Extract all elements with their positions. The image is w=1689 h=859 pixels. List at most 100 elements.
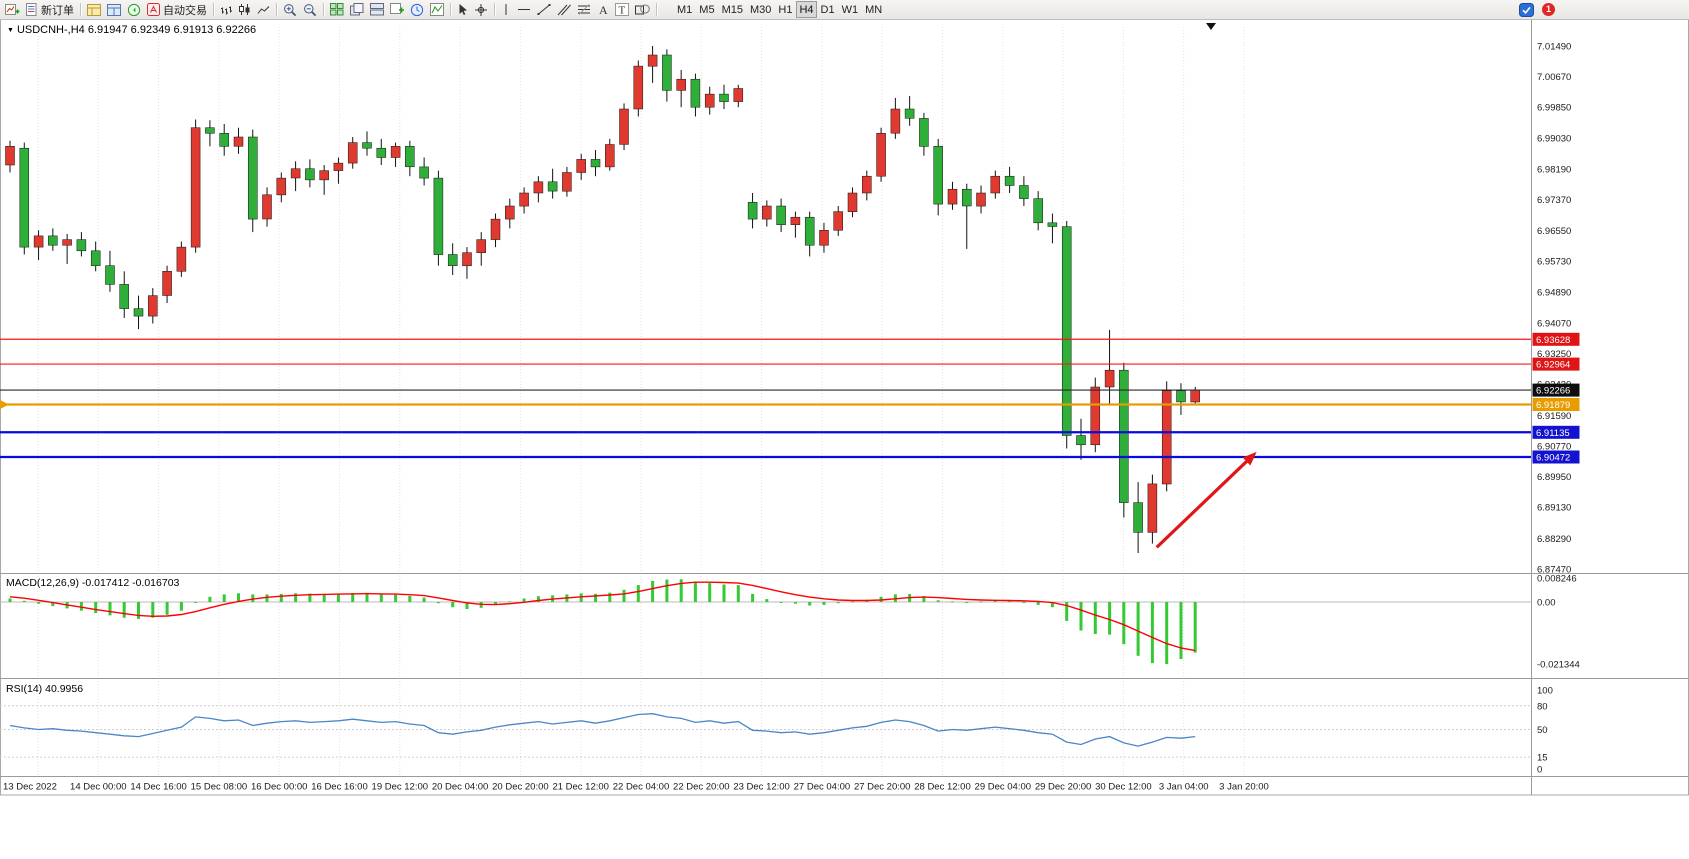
timeframe-m15[interactable]: M15 xyxy=(719,1,746,18)
svg-text:6.94070: 6.94070 xyxy=(1537,318,1571,329)
line-chart-button[interactable] xyxy=(254,1,273,18)
add-chart-icon xyxy=(390,3,404,14)
window-menu-icon[interactable]: ▼ xyxy=(7,27,14,34)
price-axis: 7.01490 7.00670 6.99850 6.99030 6.98190 6.973… xyxy=(1537,42,1571,576)
notification-badge[interactable]: 1 xyxy=(1542,3,1555,16)
svg-text:3 Jan 04:00: 3 Jan 04:00 xyxy=(1159,782,1209,793)
autotrading-button[interactable]: 自动交易 xyxy=(144,1,210,18)
svg-text:29 Dec 20:00: 29 Dec 20:00 xyxy=(1035,782,1092,793)
trendline-button[interactable] xyxy=(534,1,554,18)
alerts-icon xyxy=(1519,2,1534,17)
text-button[interactable]: A xyxy=(594,1,612,18)
new-order-icon xyxy=(26,3,37,16)
toolbar-right-group: 1 xyxy=(1516,1,1555,18)
tile-windows-icon xyxy=(330,3,344,16)
zoom-out-button[interactable] xyxy=(300,1,320,18)
chart-header: ▼ USDCNH-,H4 6.91947 6.92349 6.91913 6.92… xyxy=(7,24,256,36)
chart-window-frame xyxy=(0,19,1689,796)
rsi-level-lines xyxy=(0,705,1531,758)
channel-button[interactable] xyxy=(554,1,574,18)
svg-text:80: 80 xyxy=(1537,701,1548,712)
arrange-windows-icon xyxy=(370,3,384,16)
svg-text:7.01490: 7.01490 xyxy=(1537,42,1571,53)
new-chart-icon xyxy=(5,4,20,15)
alerts-button[interactable] xyxy=(1516,1,1537,18)
toolbar-separator xyxy=(323,3,324,16)
svg-text:22 Dec 04:00: 22 Dec 04:00 xyxy=(613,782,670,793)
bar-chart-button[interactable] xyxy=(217,1,235,18)
toolbar-separator xyxy=(494,3,495,16)
timeframe-h1[interactable]: H1 xyxy=(775,1,795,18)
shapes-button[interactable] xyxy=(632,1,653,18)
timeframe-m1[interactable]: M1 xyxy=(674,1,695,18)
macd-title: MACD(12,26,9) xyxy=(6,577,79,589)
new-order-label: 新订单 xyxy=(41,4,74,17)
svg-text:20 Dec 04:00: 20 Dec 04:00 xyxy=(432,782,489,793)
cascade-windows-button[interactable] xyxy=(347,1,367,18)
timeframe-m30[interactable]: M30 xyxy=(747,1,774,18)
timeframe-d1[interactable]: D1 xyxy=(818,1,838,18)
timeframe-group: M1 M5 M15 M30 H1 H4 D1 W1 MN xyxy=(674,1,885,18)
candles[interactable] xyxy=(5,46,1200,553)
arrange-windows-button[interactable] xyxy=(367,1,387,18)
vertical-line-button[interactable] xyxy=(498,1,514,18)
candlestick-chart-button[interactable] xyxy=(235,1,254,18)
svg-text:50: 50 xyxy=(1537,725,1548,736)
crosshair-button[interactable] xyxy=(471,1,491,18)
svg-text:6.97370: 6.97370 xyxy=(1537,195,1571,206)
svg-text:6.99850: 6.99850 xyxy=(1537,103,1571,114)
svg-text:6.90770: 6.90770 xyxy=(1537,441,1571,452)
vertical-line-icon xyxy=(505,4,507,15)
timeframe-h4[interactable]: H4 xyxy=(796,1,817,18)
timeframe-mn[interactable]: MN xyxy=(862,1,885,18)
price-tag xyxy=(1532,357,1580,371)
svg-text:6.91879: 6.91879 xyxy=(1536,400,1570,411)
horizontal-lines xyxy=(0,338,1531,459)
candlestick-type-icon xyxy=(239,4,250,15)
svg-text:14 Dec 16:00: 14 Dec 16:00 xyxy=(130,782,187,793)
timeframe-m5[interactable]: M5 xyxy=(696,1,717,18)
new-order-button[interactable]: 新订单 xyxy=(23,1,77,18)
add-chart-button[interactable] xyxy=(387,1,407,18)
tile-windows-button[interactable] xyxy=(327,1,347,18)
timeframe-w1[interactable]: W1 xyxy=(839,1,862,18)
text-icon: A xyxy=(599,3,608,16)
macd-signal-line xyxy=(9,581,1196,652)
market-watch-button[interactable] xyxy=(84,1,104,18)
indicators-button[interactable] xyxy=(427,1,447,18)
sound-button[interactable] xyxy=(124,1,144,18)
svg-text:27 Dec 04:00: 27 Dec 04:00 xyxy=(794,782,851,793)
chart-menu-icon[interactable] xyxy=(1206,23,1216,30)
cascade-windows-icon xyxy=(350,3,364,16)
svg-text:14 Dec 00:00: 14 Dec 00:00 xyxy=(70,782,127,793)
grid-lines xyxy=(37,27,1245,775)
price-tags: 6.93628 6.92964 6.92266 6.91879 6.91135 6.904… xyxy=(1532,332,1580,464)
cursor-button[interactable] xyxy=(454,1,471,18)
svg-text:19 Dec 12:00: 19 Dec 12:00 xyxy=(372,782,429,793)
svg-text:6.91135: 6.91135 xyxy=(1536,428,1570,439)
autotrading-icon xyxy=(147,3,160,16)
data-window-button[interactable] xyxy=(104,1,124,18)
horizontal-line-button[interactable] xyxy=(514,1,534,18)
svg-text:6.91590: 6.91590 xyxy=(1537,411,1571,422)
hline-left-marker xyxy=(0,400,9,410)
text-label-button[interactable]: T xyxy=(612,1,632,18)
crosshair-icon xyxy=(475,3,487,16)
svg-text:30 Dec 12:00: 30 Dec 12:00 xyxy=(1095,782,1152,793)
autotrading-label: 自动交易 xyxy=(163,4,207,17)
svg-text:6.96550: 6.96550 xyxy=(1537,226,1571,237)
bar-chart-type-icon xyxy=(221,6,232,14)
svg-text:13 Dec 2022: 13 Dec 2022 xyxy=(3,782,57,793)
price-tag xyxy=(1532,425,1580,439)
rsi-title: RSI(14) xyxy=(6,683,43,695)
new-chart-button[interactable] xyxy=(2,1,23,18)
toolbar-separator xyxy=(656,3,657,16)
fibonacci-button[interactable] xyxy=(574,1,594,18)
svg-text:6.95730: 6.95730 xyxy=(1537,256,1571,267)
svg-text:28 Dec 12:00: 28 Dec 12:00 xyxy=(914,782,971,793)
trend-arrow[interactable] xyxy=(1155,451,1257,549)
auto-scroll-button[interactable] xyxy=(407,1,427,18)
zoom-in-button[interactable] xyxy=(280,1,300,18)
zoom-out-icon xyxy=(304,3,317,16)
